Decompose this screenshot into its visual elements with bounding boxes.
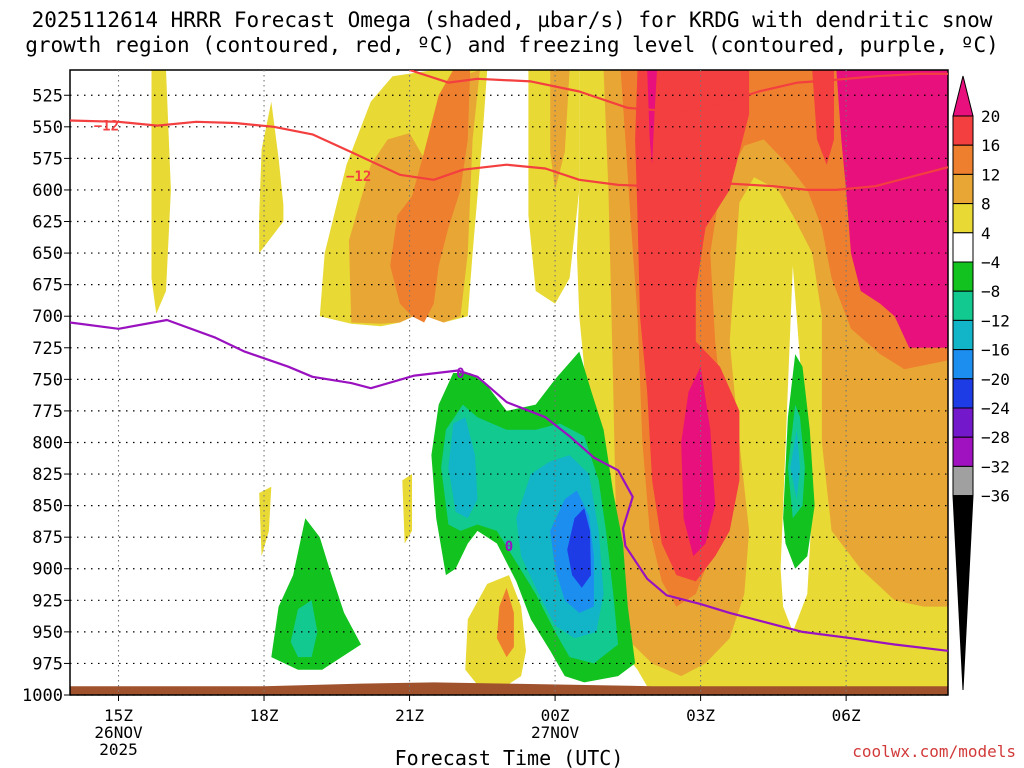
y-tick-label-750: 750 xyxy=(32,370,63,390)
x-axis-label: Forecast Time (UTC) xyxy=(395,746,624,768)
grid-layer xyxy=(70,70,948,696)
omega-shading-layer xyxy=(70,70,948,695)
omega-region-yellow-blob-2330z xyxy=(465,575,526,689)
colorbar-label-9: −20 xyxy=(981,370,1010,389)
contour-line-1 xyxy=(409,70,948,113)
colorbar-label-7: −12 xyxy=(981,311,1010,330)
colorbar-segment-6 xyxy=(952,290,974,321)
colorbar-segment-3 xyxy=(952,203,974,234)
y-tick-label-600: 600 xyxy=(32,181,63,201)
colorbar-label-2: 12 xyxy=(981,165,1000,184)
y-tick-label-575: 575 xyxy=(32,149,63,169)
x-date-label-00Z: 27NOV xyxy=(531,723,580,742)
omega-region-yellow-column-15z xyxy=(151,70,171,314)
colorbar-label-3: 8 xyxy=(981,195,991,214)
colorbar-segment-2 xyxy=(952,173,974,205)
colorbar-segment-4 xyxy=(952,232,974,263)
y-tick-label-675: 675 xyxy=(32,276,63,296)
omega-region-teal-southwest xyxy=(290,600,318,658)
colorbar-segment-8 xyxy=(952,349,974,380)
omega-region-cyan-east-lens xyxy=(790,429,800,500)
x-tick-label-03Z: 03Z xyxy=(686,706,715,725)
y-tick-label-650: 650 xyxy=(32,244,63,264)
y-axis: 525 550 575 600 625 650 675 700 725 750 775 800 825 8… xyxy=(22,86,70,706)
omega-region-magenta-lens-03z xyxy=(681,366,716,557)
contour-label-2-0: 0 xyxy=(456,366,464,382)
x-tick-label-21Z: 21Z xyxy=(395,706,424,725)
omega-region-orange-east-upper xyxy=(550,70,570,190)
colorbar-bottom-triangle xyxy=(952,495,974,691)
y-tick-label-825: 825 xyxy=(32,465,63,485)
omega-region-ground xyxy=(70,682,948,695)
contour-line-2 xyxy=(70,318,948,652)
y-tick-label-850: 850 xyxy=(32,497,63,517)
colorbar-top-triangle xyxy=(952,75,974,117)
colorbar-label-8: −16 xyxy=(981,341,1010,360)
colorbar-label-12: −32 xyxy=(981,457,1010,476)
colorbar-segment-1 xyxy=(952,144,974,175)
y-tick-label-950: 950 xyxy=(32,623,63,643)
chart-title-line-1: 2025112614 HRRR Forecast Omega (shaded, … xyxy=(31,8,993,32)
y-tick-label-525: 525 xyxy=(32,86,63,106)
omega-region-yellow-column-18z xyxy=(259,101,284,254)
omega-region-yellow-speck-21z xyxy=(402,474,412,544)
omega-region-orange-blob-2330z xyxy=(496,587,514,658)
x-tick-label-00Z: 00Z xyxy=(541,706,570,725)
colorbar: 20 16 12 8 4 −4 −8 −12 −16 −20 −24 −28 −32 −36 xyxy=(952,75,1010,691)
y-tick-label-775: 775 xyxy=(32,402,63,422)
plot-frame xyxy=(69,69,949,696)
x-year-label-15Z: 2025 xyxy=(99,740,138,759)
colorbar-segment-12 xyxy=(952,465,974,497)
y-tick-label-625: 625 xyxy=(32,213,63,233)
colorbar-segment-7 xyxy=(952,319,974,351)
omega-region-magenta-spike xyxy=(647,70,657,165)
colorbar-segment-5 xyxy=(952,261,974,292)
chart-title-line-2: growth region (contoured, red, ºC) and f… xyxy=(25,33,999,57)
y-tick-label-550: 550 xyxy=(32,118,63,138)
y-tick-label-975: 975 xyxy=(32,654,63,674)
x-tick-label-18Z: 18Z xyxy=(250,706,279,725)
y-tick-label-700: 700 xyxy=(32,307,63,327)
y-tick-label-1000: 1000 xyxy=(22,686,63,706)
colorbar-segment-0 xyxy=(952,115,974,146)
omega-region-yellow-east-block xyxy=(528,70,580,304)
contour-label-0-0: −12 xyxy=(94,119,119,135)
contour-label-2-1: 0 xyxy=(505,539,513,555)
y-tick-label-725: 725 xyxy=(32,339,63,359)
contour-label-layer: −12 −12 0 0 xyxy=(94,119,513,555)
y-tick-label-800: 800 xyxy=(32,433,63,453)
colorbar-label-4: 4 xyxy=(981,224,991,243)
colorbar-label-10: −24 xyxy=(981,399,1010,418)
credit-label: coolwx.com/models xyxy=(852,742,1016,761)
y-tick-label-900: 900 xyxy=(32,560,63,580)
x-tick-label-15Z: 15Z xyxy=(104,706,133,725)
omega-region-orange-dark-main xyxy=(390,70,471,323)
omega-region-yellow-speck-18z xyxy=(259,486,272,557)
y-tick-label-925: 925 xyxy=(32,591,63,611)
omega-region-navy-main xyxy=(567,508,591,588)
x-date-label-15Z: 26NOV xyxy=(94,723,143,742)
contour-line-0 xyxy=(70,119,948,191)
colorbar-label-1: 16 xyxy=(981,136,1000,155)
colorbar-label-5: −4 xyxy=(981,253,1000,272)
colorbar-segment-9 xyxy=(952,378,974,409)
x-tick-label-06Z: 06Z xyxy=(832,706,861,725)
contour-layer xyxy=(70,70,948,652)
colorbar-label-11: −28 xyxy=(981,428,1010,447)
y-tick-label-875: 875 xyxy=(32,528,63,548)
omega-region-green-southwest xyxy=(271,518,361,670)
colorbar-label-6: −8 xyxy=(981,282,1000,301)
contour-label-0-1: −12 xyxy=(346,169,371,185)
omega-region-magenta-east xyxy=(836,70,948,348)
colorbar-label-13: −36 xyxy=(981,487,1010,506)
colorbar-label-0: 20 xyxy=(981,107,1000,126)
colorbar-segment-10 xyxy=(952,407,974,438)
omega-region-red-east-far xyxy=(812,70,834,165)
omega-region-red-east xyxy=(635,70,750,582)
colorbar-segment-11 xyxy=(952,436,974,467)
